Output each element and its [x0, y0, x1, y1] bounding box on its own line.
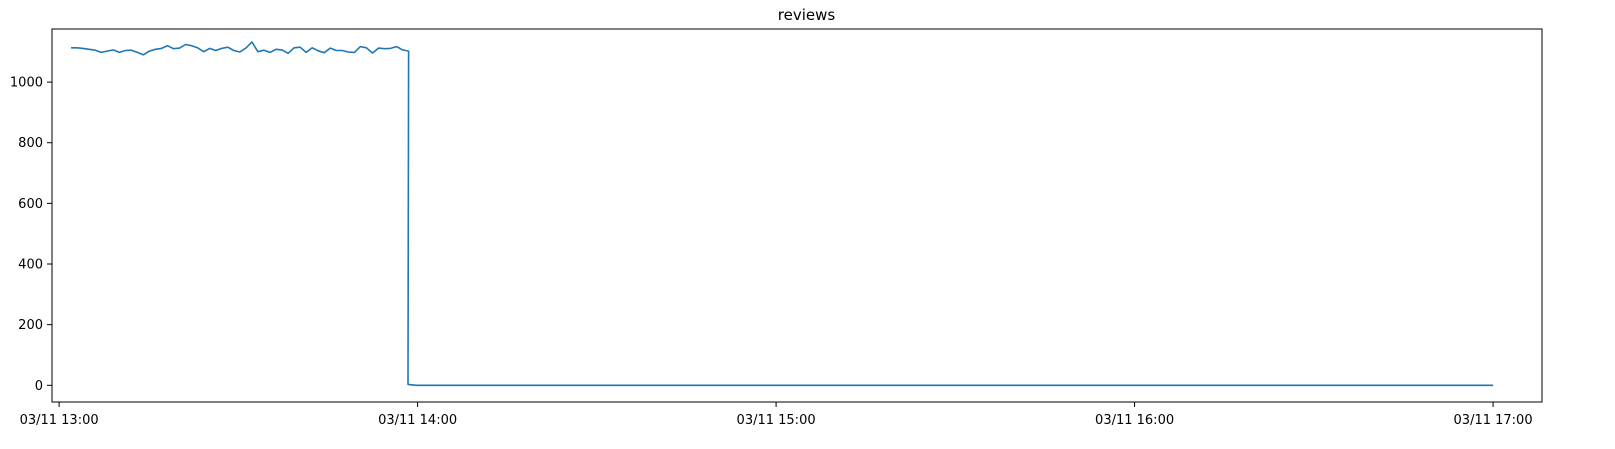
y-tick-label: 600 [18, 197, 43, 212]
plot-frame [51, 28, 1543, 403]
plot-area [71, 41, 1494, 387]
y-tick-label: 400 [18, 258, 43, 273]
y-tick-label: 200 [18, 318, 43, 333]
y-tick-label: 800 [18, 136, 43, 151]
x-tick-label: 03/11 17:00 [1454, 413, 1533, 428]
x-tick-label: 03/11 15:00 [737, 413, 816, 428]
series-line [71, 41, 1494, 387]
chart-title: reviews [778, 6, 836, 24]
y-tick-label: 0 [35, 379, 43, 394]
y-tick-label: 1000 [10, 76, 43, 91]
y-axis: 0 200 400 600 800 1000 [10, 76, 52, 394]
x-tick-label: 03/11 13:00 [20, 413, 99, 428]
x-axis: 03/11 13:00 03/11 14:00 03/11 15:00 03/11 1… [20, 402, 1533, 428]
x-tick-label: 03/11 16:00 [1095, 413, 1174, 428]
x-tick-label: 03/11 14:00 [378, 413, 457, 428]
